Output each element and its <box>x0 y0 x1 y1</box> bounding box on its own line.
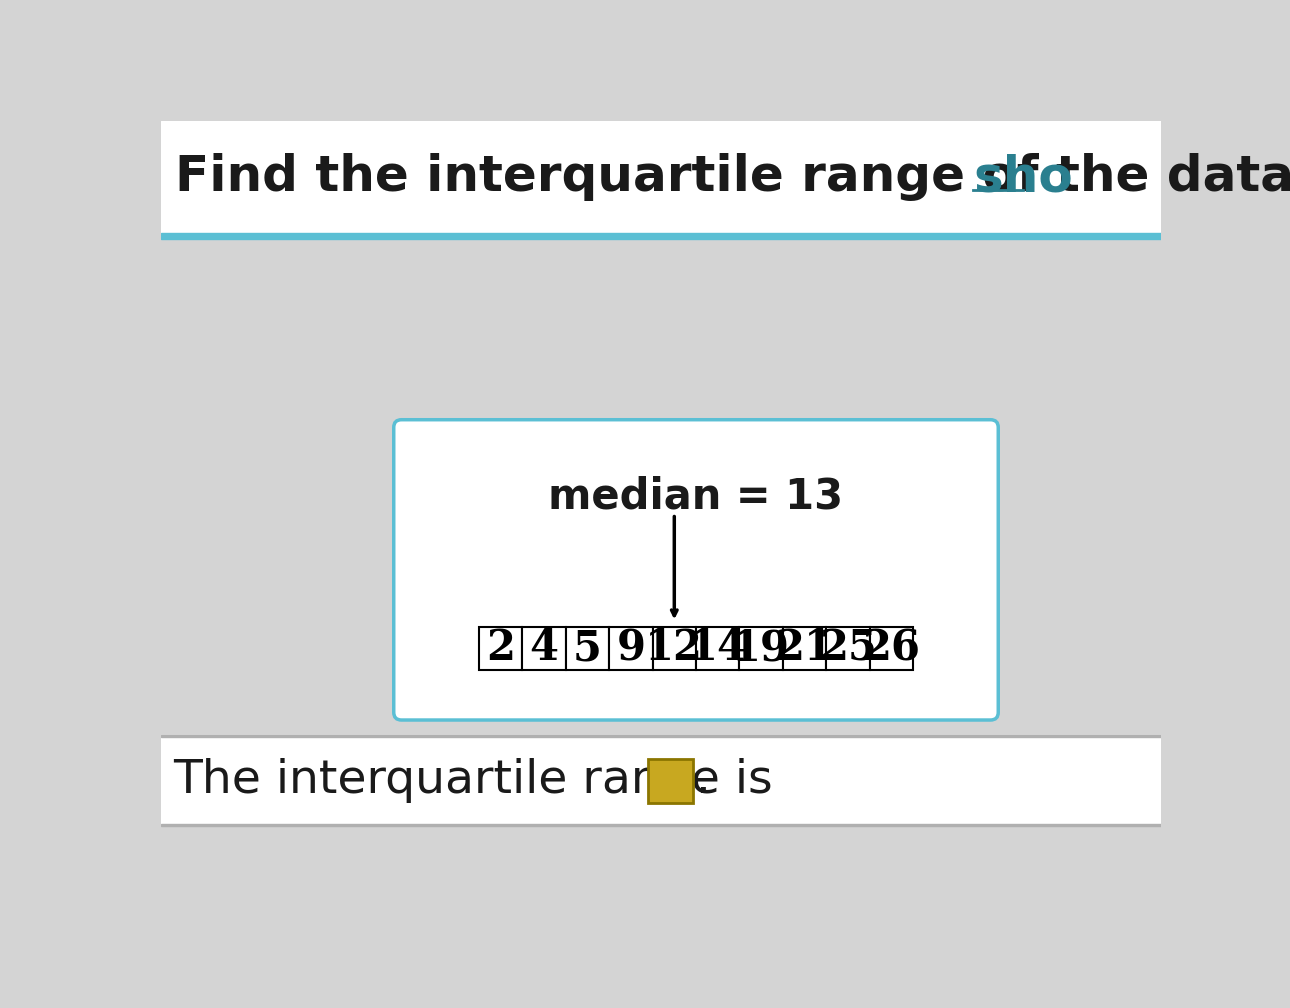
Bar <box>161 121 1161 234</box>
Bar <box>161 239 1161 824</box>
Bar <box>648 759 693 803</box>
Bar <box>739 627 783 670</box>
Text: 25: 25 <box>819 627 877 669</box>
Bar <box>161 234 1161 239</box>
Bar <box>479 627 522 670</box>
Bar <box>566 627 609 670</box>
Text: sho: sho <box>974 153 1073 202</box>
Bar <box>161 736 1161 737</box>
Bar <box>161 824 1161 826</box>
Bar <box>826 627 869 670</box>
Bar <box>783 627 826 670</box>
Text: .: . <box>697 758 711 802</box>
Text: median = 13: median = 13 <box>548 476 844 518</box>
FancyBboxPatch shape <box>393 419 998 720</box>
Text: 21: 21 <box>775 627 833 669</box>
Text: 9: 9 <box>617 627 645 669</box>
Bar <box>161 826 1161 897</box>
Text: 14: 14 <box>689 627 747 669</box>
Bar <box>609 627 653 670</box>
Bar <box>653 627 697 670</box>
Text: 5: 5 <box>573 627 602 669</box>
Bar <box>161 736 1161 824</box>
Text: 4: 4 <box>530 627 559 669</box>
Text: 26: 26 <box>862 627 920 669</box>
Bar <box>522 627 566 670</box>
Text: Find the interquartile range of the data set: Find the interquartile range of the data… <box>175 153 1290 202</box>
Bar <box>697 627 739 670</box>
Text: 12: 12 <box>645 627 703 669</box>
Bar <box>869 627 913 670</box>
Text: 19: 19 <box>733 627 789 669</box>
Text: The interquartile range is: The interquartile range is <box>173 758 773 802</box>
Text: 2: 2 <box>486 627 515 669</box>
